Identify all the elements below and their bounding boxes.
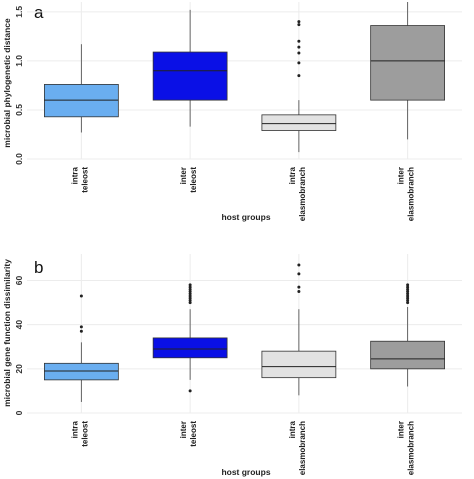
- category-label-line2: teleost: [189, 421, 198, 447]
- outlier-point: [297, 74, 301, 78]
- category-label-line1: intra: [70, 166, 79, 184]
- category-label-line2: teleost: [80, 421, 89, 447]
- box: [370, 340, 445, 370]
- outlier-point: [297, 20, 301, 24]
- category-label-line1: inter: [179, 421, 188, 438]
- outlier-point: [297, 290, 301, 294]
- outlier-point: [406, 301, 410, 305]
- outlier-point: [297, 45, 301, 49]
- boxplot: [261, 263, 337, 396]
- boxplot: [152, 9, 228, 127]
- category-label-line2: elasmobranch: [407, 167, 416, 221]
- box: [261, 350, 337, 379]
- y-tick-label: 40: [14, 320, 24, 330]
- category-label-line2: elasmobranch: [298, 167, 307, 221]
- boxplot: [370, 2, 445, 140]
- boxplot: [261, 20, 337, 153]
- outlier-point: [406, 294, 410, 298]
- box: [152, 51, 228, 101]
- outlier-point: [188, 294, 192, 298]
- panel-a: a 0.00.51.01.5 intra teleost inter teleost i…: [2, 2, 462, 222]
- y-tick-label: 0.0: [14, 153, 24, 165]
- category-label-line1: intra: [70, 420, 79, 438]
- y-tick-label: 20: [14, 364, 24, 374]
- category-label-line2: elasmobranch: [298, 421, 307, 475]
- outlier-point: [406, 298, 410, 302]
- y-axis-title: microbial phylogenetic distance: [2, 18, 12, 148]
- panel-label: b: [34, 258, 43, 277]
- outlier-point: [406, 285, 410, 289]
- panel-label: a: [34, 3, 44, 22]
- category-label-line2: elasmobranch: [407, 421, 416, 475]
- category-label-line1: inter: [179, 167, 188, 184]
- outlier-point: [406, 283, 410, 287]
- outlier-point: [297, 23, 301, 27]
- y-tick-label: 1.0: [14, 55, 24, 67]
- outlier-point: [297, 61, 301, 65]
- outlier-point: [188, 287, 192, 291]
- outlier-point: [79, 294, 83, 298]
- outlier-point: [188, 290, 192, 294]
- outlier-point: [406, 296, 410, 300]
- outlier-point: [297, 39, 301, 43]
- y-axis-title: microbial gene function dissimilarity: [2, 259, 12, 407]
- x-axis-title: host groups: [221, 212, 270, 222]
- y-tick-label: 1.5: [14, 6, 24, 18]
- y-tick-label: 0: [14, 410, 24, 415]
- box: [261, 114, 337, 131]
- outlier-point: [297, 51, 301, 55]
- boxplots: [44, 263, 445, 402]
- y-tick-label: 60: [14, 276, 24, 286]
- boxplot: [370, 283, 445, 387]
- outlier-point: [406, 290, 410, 294]
- box: [44, 362, 119, 381]
- boxplot: [44, 44, 119, 133]
- category-label-line1: inter: [397, 167, 406, 184]
- outlier-point: [297, 263, 301, 267]
- category-label-line2: teleost: [189, 167, 198, 193]
- outlier-point: [406, 292, 410, 296]
- outlier-point: [188, 296, 192, 300]
- x-category-labels: intra teleost inter teleost intra elasmobranc…: [70, 420, 415, 475]
- category-label-line1: intra: [288, 420, 297, 438]
- outlier-point: [188, 283, 192, 287]
- outlier-point: [188, 389, 192, 393]
- outlier-point: [188, 301, 192, 305]
- box: [152, 337, 228, 359]
- outlier-point: [188, 285, 192, 289]
- y-tick-labels: 0 20 40 60: [14, 276, 24, 416]
- boxplots: [44, 2, 445, 153]
- outlier-point: [297, 272, 301, 276]
- category-label-line1: intra: [288, 166, 297, 184]
- outlier-point: [188, 292, 192, 296]
- outlier-point: [79, 329, 83, 333]
- y-tick-labels: 0.0 0.5 1.0 1.5: [14, 6, 24, 165]
- gridlines: [27, 254, 462, 414]
- category-label-line1: inter: [397, 421, 406, 438]
- y-tick-label: 0.5: [14, 104, 24, 116]
- boxplot: [44, 294, 119, 402]
- outlier-point: [297, 285, 301, 289]
- x-category-labels: intra teleost inter teleost intra elasmobranc…: [70, 166, 415, 221]
- box: [370, 25, 445, 101]
- outlier-point: [188, 298, 192, 302]
- category-label-line2: teleost: [80, 167, 89, 193]
- outlier-point: [406, 287, 410, 291]
- x-axis-title: host groups: [221, 467, 270, 477]
- boxplot: [152, 283, 228, 393]
- outlier-point: [79, 325, 83, 329]
